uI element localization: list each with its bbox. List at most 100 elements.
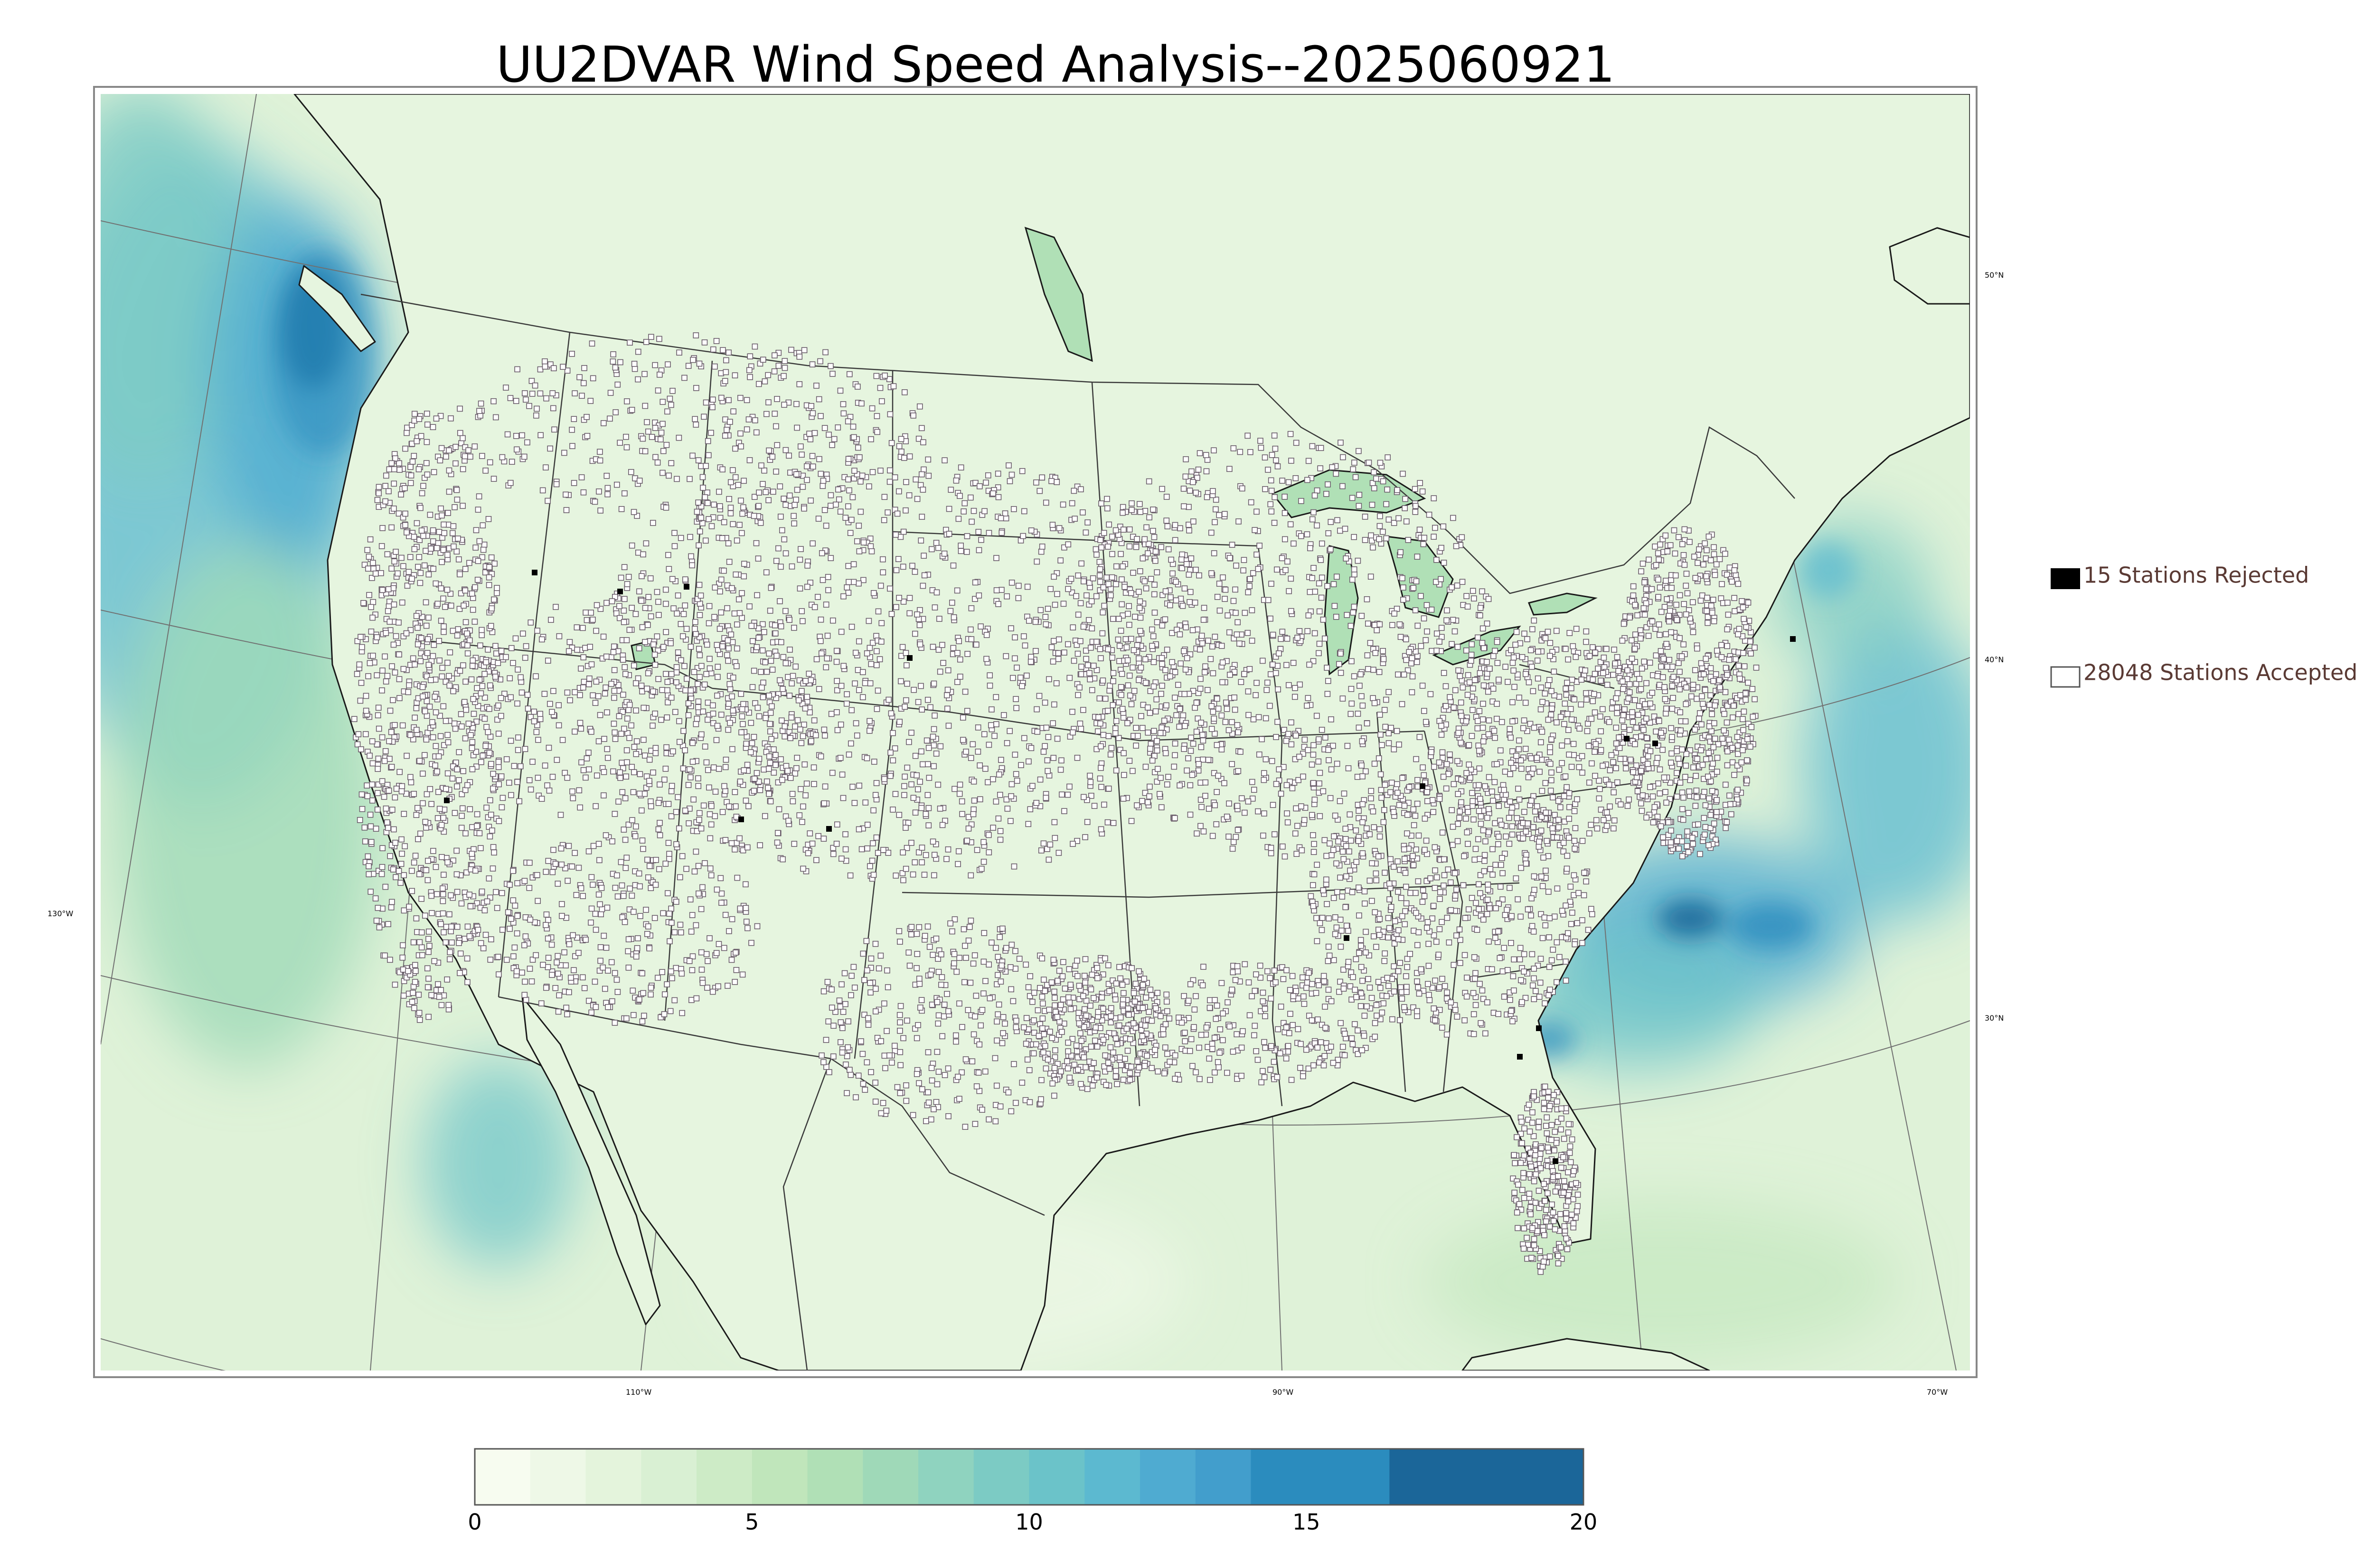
station-accepted [860, 694, 866, 700]
station-accepted [1531, 617, 1537, 624]
station-accepted [1719, 735, 1725, 742]
station-accepted [487, 797, 493, 804]
station-accepted [1364, 652, 1371, 658]
station-accepted [813, 656, 820, 662]
station-accepted [1399, 575, 1405, 582]
station-accepted [657, 820, 663, 826]
station-accepted [1383, 535, 1390, 542]
station-accepted [1333, 614, 1339, 620]
station-accepted [1674, 770, 1680, 776]
station-accepted [1548, 688, 1554, 695]
station-accepted [1474, 725, 1481, 732]
station-accepted [978, 623, 984, 629]
station-accepted [602, 690, 608, 697]
station-accepted [1680, 552, 1687, 558]
station-accepted [725, 540, 732, 546]
station-accepted [698, 731, 705, 738]
station-accepted [1371, 469, 1377, 476]
station-accepted [1507, 771, 1513, 777]
map-panel [101, 94, 1970, 1371]
station-accepted [1097, 566, 1103, 573]
station-accepted [1645, 753, 1651, 760]
station-accepted [1638, 768, 1644, 774]
station-accepted [1010, 675, 1016, 681]
station-accepted [416, 1010, 423, 1016]
station-accepted [1136, 1064, 1142, 1070]
station-accepted [1460, 684, 1466, 691]
station-accepted [1158, 691, 1164, 697]
station-accepted [639, 688, 645, 695]
station-accepted [1433, 579, 1439, 585]
station-accepted [671, 543, 678, 549]
station-accepted [728, 840, 735, 846]
station-accepted [1750, 714, 1756, 720]
station-accepted [496, 781, 502, 788]
station-accepted [845, 590, 852, 596]
station-accepted [671, 530, 678, 536]
station-accepted [369, 738, 376, 744]
station-accepted [680, 728, 687, 734]
station-accepted [1722, 551, 1728, 557]
station-accepted [1707, 812, 1714, 818]
station-accepted [1031, 989, 1037, 996]
station-accepted [1447, 757, 1453, 764]
station-accepted [1624, 667, 1630, 674]
station-accepted [617, 615, 623, 621]
station-accepted [673, 809, 679, 815]
station-accepted [696, 542, 702, 549]
station-accepted [800, 803, 806, 810]
station-accepted [867, 718, 873, 724]
station-accepted [1662, 532, 1669, 539]
station-accepted [940, 660, 946, 666]
station-accepted [1700, 701, 1706, 707]
station-accepted [1012, 751, 1018, 758]
station-accepted [1117, 975, 1123, 982]
station-accepted [706, 603, 713, 610]
station-accepted [1592, 709, 1598, 716]
station-accepted [1310, 565, 1317, 571]
station-accepted [1733, 656, 1739, 663]
station-accepted [1197, 676, 1204, 682]
station-accepted [773, 469, 779, 475]
station-accepted [1558, 1115, 1564, 1122]
station-accepted [423, 599, 429, 606]
station-accepted [1235, 518, 1242, 525]
station-accepted [948, 487, 954, 493]
station-accepted [1683, 701, 1689, 707]
station-accepted [1026, 618, 1032, 624]
station-accepted [1557, 714, 1564, 720]
station-accepted [1412, 486, 1418, 492]
station-accepted [1192, 704, 1198, 711]
station-accepted [1667, 608, 1673, 614]
station-accepted [650, 688, 656, 695]
station-accepted [1352, 474, 1359, 480]
station-accepted [1559, 742, 1565, 749]
station-accepted [1606, 781, 1612, 788]
station-accepted [1641, 658, 1648, 665]
station-accepted [1753, 665, 1760, 671]
station-accepted [1554, 1119, 1561, 1125]
station-accepted [881, 517, 887, 523]
station-accepted [788, 714, 795, 721]
station-accepted [382, 883, 389, 890]
station-accepted [1039, 544, 1046, 550]
station-accepted [968, 636, 975, 642]
station-accepted [1741, 616, 1747, 622]
station-accepted [683, 626, 690, 632]
station-accepted [919, 859, 925, 865]
station-accepted [1003, 796, 1010, 803]
station-accepted [390, 826, 397, 833]
station-accepted [931, 726, 937, 732]
station-accepted [690, 796, 697, 803]
station-accepted [525, 705, 531, 712]
station-accepted [1048, 478, 1055, 484]
station-accepted [878, 620, 885, 626]
station-accepted [995, 601, 1001, 607]
station-accepted [1674, 793, 1680, 800]
station-accepted [1552, 1128, 1558, 1135]
station-accepted [1666, 613, 1672, 619]
station-accepted [1161, 717, 1168, 724]
station-accepted [358, 634, 364, 640]
station-accepted [425, 662, 432, 668]
station-accepted [1721, 711, 1727, 717]
